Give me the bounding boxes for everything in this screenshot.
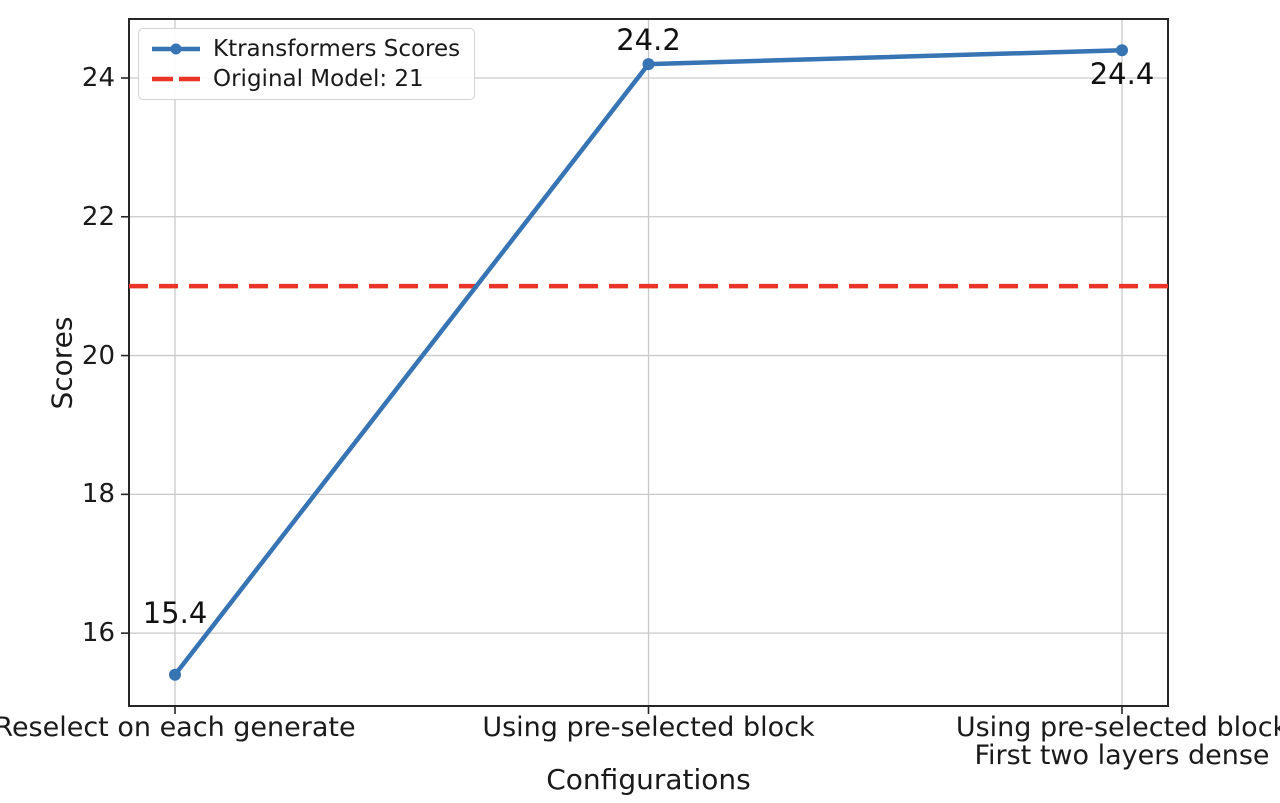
data-point-marker (642, 58, 655, 71)
x-tick-label: Using pre-selected block (482, 712, 815, 743)
series-line (172, 47, 1125, 678)
y-tick-label: 18 (81, 479, 115, 510)
data-point-marker (169, 668, 181, 681)
data-point-annotation: 15.4 (142, 595, 208, 630)
data-point-annotation: 24.2 (616, 23, 681, 58)
y-axis-label: Scores (45, 316, 79, 410)
data-point-annotation: 24.4 (1089, 57, 1155, 92)
x-axis-label: Configurations (546, 763, 751, 796)
plot-frame (128, 18, 1169, 707)
legend-item-series: Ktransformers Scores (152, 34, 460, 64)
data-point-marker (1116, 44, 1128, 57)
legend-label-series: Ktransformers Scores (213, 36, 461, 62)
y-tick-label: 22 (81, 201, 115, 232)
legend-line-marker-icon (152, 43, 200, 55)
legend-item-reference: Original Model: 21 (152, 64, 460, 94)
y-tick-label: 24 (81, 62, 115, 93)
x-tick-label: Using pre-selected block First two layer… (955, 712, 1280, 771)
legend-label-reference: Original Model: 21 (213, 66, 424, 92)
x-tick-label: Reselect on each generate (0, 712, 356, 743)
legend-dashed-line-icon (152, 76, 200, 82)
legend: Ktransformers Scores Original Model: 21 (138, 28, 476, 100)
y-tick-label: 16 (81, 618, 115, 649)
